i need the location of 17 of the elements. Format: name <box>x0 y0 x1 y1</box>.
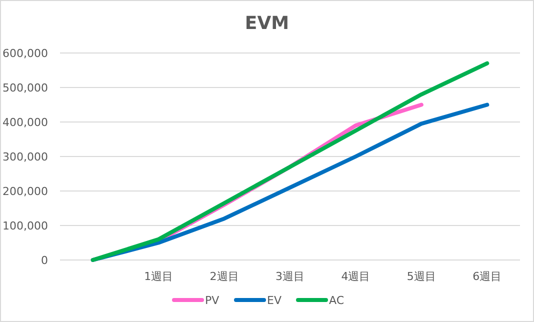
x-tick-label: 3週目 <box>276 270 304 283</box>
chart-title: EVM <box>244 13 290 34</box>
x-tick-label: 6週目 <box>472 270 502 283</box>
x-tick-label: 2週目 <box>210 270 239 283</box>
x-tick-label: 1週目 <box>144 270 174 283</box>
y-tick-label: 200,000 <box>2 185 48 198</box>
x-tick-label: 4週目 <box>341 270 370 283</box>
x-tick-label: 5週目 <box>406 270 436 283</box>
y-tick-label: 400,000 <box>2 116 48 129</box>
legend-label: EV <box>267 294 282 307</box>
y-tick-label: 500,000 <box>2 82 48 94</box>
y-tick-label: 100,000 <box>2 220 48 232</box>
legend-label: AC <box>329 294 344 307</box>
y-tick-label: 600,000 <box>2 47 48 60</box>
legend-label: PV <box>205 294 220 307</box>
y-tick-label: 0 <box>41 254 48 267</box>
y-tick-label: 300,000 <box>2 150 48 164</box>
